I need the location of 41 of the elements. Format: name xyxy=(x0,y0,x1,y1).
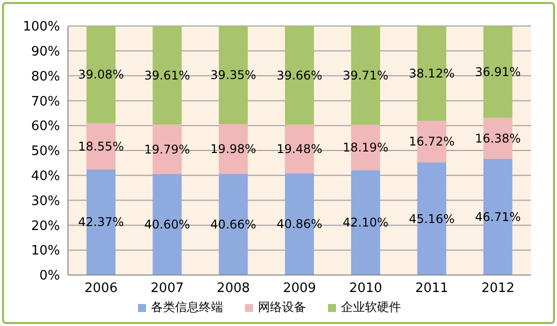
data-label: 39.61% xyxy=(144,68,190,82)
y-tick-label: 90% xyxy=(31,44,60,60)
x-tick-label: 2006 xyxy=(84,281,118,296)
data-label: 39.71% xyxy=(342,68,388,82)
x-tick-label: 2011 xyxy=(415,281,448,296)
y-tick-label: 20% xyxy=(31,218,60,234)
x-tick-label: 2007 xyxy=(150,281,184,296)
data-label: 19.79% xyxy=(144,142,190,156)
data-label: 42.37% xyxy=(78,215,124,230)
y-tick-label: 80% xyxy=(31,69,60,84)
y-tick-label: 60% xyxy=(31,119,60,134)
legend-label: 各类信息终端 xyxy=(151,299,223,316)
y-tick-label: 0% xyxy=(39,268,60,284)
data-label: 18.19% xyxy=(342,140,388,155)
data-label: 39.66% xyxy=(276,68,322,82)
legend-label: 网络设备 xyxy=(258,299,306,316)
y-tick-label: 70% xyxy=(31,94,60,110)
data-label: 38.12% xyxy=(408,66,455,80)
data-label: 40.66% xyxy=(210,217,256,232)
y-tick-label: 30% xyxy=(31,194,60,209)
data-label: 46.71% xyxy=(474,210,521,224)
data-label: 16.38% xyxy=(474,131,521,146)
data-label: 39.08% xyxy=(78,68,124,82)
y-tick-label: 50% xyxy=(31,144,60,160)
data-label: 39.35% xyxy=(210,68,256,82)
y-tick-label: 100% xyxy=(22,20,60,35)
data-label: 42.10% xyxy=(342,216,388,230)
y-tick-label: 40% xyxy=(31,169,60,184)
data-label: 19.98% xyxy=(210,142,256,156)
data-label: 18.55% xyxy=(78,139,124,154)
legend-label: 企业软硬件 xyxy=(341,299,401,316)
data-label: 16.72% xyxy=(408,134,455,149)
y-tick-label: 10% xyxy=(31,244,60,259)
data-label: 40.86% xyxy=(276,217,322,232)
x-tick-label: 2010 xyxy=(349,281,382,296)
x-tick-label: 2008 xyxy=(216,281,250,296)
x-tick-label: 2009 xyxy=(282,281,316,296)
data-label: 40.60% xyxy=(144,217,190,232)
x-tick-label: 2012 xyxy=(481,281,514,296)
data-label: 45.16% xyxy=(408,212,455,226)
data-label: 19.48% xyxy=(276,142,322,156)
